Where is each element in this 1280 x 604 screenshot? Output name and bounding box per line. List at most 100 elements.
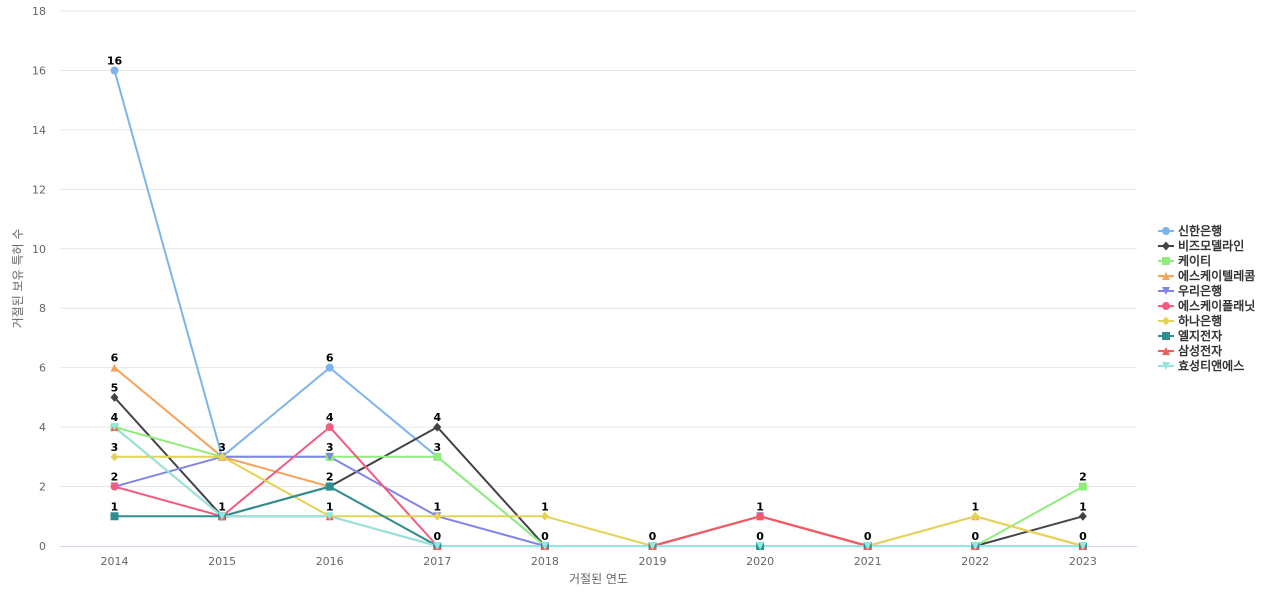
legend-marker — [1162, 362, 1170, 370]
legend-marker — [1162, 316, 1170, 326]
legend-label: 신한은행 — [1178, 223, 1222, 238]
x-axis-ticks: 2014 2015 2016 2017 2018 2019 2020 2021 2022 2023 — [101, 555, 1097, 568]
data-point — [433, 542, 442, 550]
y-axis-title: 거절된 보유 특허 수 — [11, 229, 25, 329]
data-point — [110, 66, 119, 75]
data-point — [110, 452, 119, 462]
legend-marker — [1162, 257, 1170, 265]
data-point — [1078, 542, 1087, 550]
legend-marker — [1162, 227, 1170, 235]
x-axis-title: 거절된 연도 — [569, 572, 628, 586]
legend-item[interactable]: 엘지전자 — [1158, 328, 1222, 343]
x-tick-label: 2019 — [639, 555, 667, 568]
legend-item[interactable]: 효성티앤에스 — [1158, 358, 1244, 373]
legend-marker — [1162, 302, 1170, 310]
data-label: 0 — [756, 530, 764, 543]
data-point — [218, 452, 227, 462]
data-label: 0 — [864, 530, 872, 543]
y-tick-label: 2 — [39, 481, 46, 494]
data-label: 0 — [971, 530, 979, 543]
legend-marker — [1162, 347, 1170, 355]
data-point — [971, 511, 980, 521]
series-line — [113, 455, 1084, 547]
y-tick-label: 0 — [39, 540, 46, 553]
x-tick-label: 2021 — [854, 555, 882, 568]
y-axis-ticks: 0 2 4 6 8 10 12 14 16 18 — [32, 5, 46, 553]
data-point — [325, 363, 334, 372]
data-label: 1 — [433, 500, 441, 513]
data-point — [971, 542, 980, 550]
data-label: 6 — [111, 352, 119, 365]
legend-marker — [1162, 272, 1170, 280]
data-point — [756, 542, 765, 550]
data-label: 0 — [541, 530, 549, 543]
data-label: 1 — [111, 500, 119, 513]
data-label: 0 — [649, 530, 657, 543]
legend-label: 하나은행 — [1178, 313, 1222, 328]
x-tick-label: 2017 — [423, 555, 451, 568]
legend-item[interactable]: 신한은행 — [1158, 223, 1222, 238]
gridlines — [60, 10, 1137, 488]
data-label: 1 — [541, 500, 549, 513]
data-point — [433, 452, 442, 461]
y-tick-label: 6 — [39, 362, 46, 375]
legend-item[interactable]: 하나은행 — [1158, 313, 1222, 328]
data-point — [1078, 511, 1087, 521]
data-label: 3 — [433, 441, 441, 454]
x-tick-label: 2020 — [746, 555, 774, 568]
legend-label: 효성티앤에스 — [1178, 358, 1244, 373]
x-tick-label: 2014 — [101, 555, 129, 568]
legend-item[interactable]: 에스케이텔레콤 — [1158, 268, 1255, 283]
data-point — [110, 392, 119, 402]
legend-marker — [1162, 332, 1170, 340]
data-label: 1 — [756, 500, 764, 513]
series-lines — [113, 69, 1084, 547]
data-point — [433, 511, 442, 521]
y-tick-label: 14 — [32, 124, 46, 137]
legend-item[interactable]: 케이티 — [1158, 253, 1211, 268]
y-tick-label: 16 — [32, 64, 46, 77]
legend-label: 엘지전자 — [1178, 328, 1222, 343]
data-label: 2 — [326, 471, 334, 484]
data-label: 1 — [326, 500, 334, 513]
legend-label: 비즈모델라인 — [1178, 238, 1244, 253]
legend-label: 삼성전자 — [1178, 343, 1222, 358]
legend-item[interactable]: 비즈모델라인 — [1158, 238, 1244, 253]
series-line — [113, 455, 1084, 547]
legend-label: 에스케이텔레콤 — [1178, 268, 1255, 283]
data-point — [433, 422, 442, 432]
data-point — [325, 423, 334, 432]
series-line — [113, 426, 1084, 547]
data-label: 0 — [1079, 530, 1087, 543]
legend-label: 에스케이플래닛 — [1178, 298, 1255, 313]
data-point — [756, 512, 765, 521]
data-label: 2 — [1079, 471, 1087, 484]
data-point — [540, 542, 549, 550]
data-label: 4 — [111, 411, 119, 424]
legend-label: 케이티 — [1178, 253, 1211, 268]
legend-item[interactable]: 우리은행 — [1158, 283, 1222, 298]
x-tick-label: 2023 — [1069, 555, 1097, 568]
data-label: 1 — [1079, 500, 1087, 513]
data-point — [325, 482, 334, 491]
legend-marker — [1162, 287, 1170, 295]
data-point — [325, 512, 334, 521]
data-label: 0 — [433, 530, 441, 543]
data-point — [648, 542, 657, 550]
data-point — [218, 512, 227, 521]
data-point — [863, 542, 872, 550]
data-label: 1 — [218, 500, 226, 513]
data-point — [1078, 482, 1087, 491]
data-label: 6 — [326, 352, 334, 365]
y-tick-label: 12 — [32, 183, 46, 196]
y-tick-label: 4 — [39, 421, 46, 434]
legend-item[interactable]: 에스케이플래닛 — [1158, 298, 1255, 313]
data-label: 4 — [326, 411, 334, 424]
y-tick-label: 8 — [39, 302, 46, 315]
x-tick-label: 2018 — [531, 555, 559, 568]
y-tick-label: 18 — [32, 5, 46, 18]
legend-item[interactable]: 삼성전자 — [1158, 343, 1222, 358]
